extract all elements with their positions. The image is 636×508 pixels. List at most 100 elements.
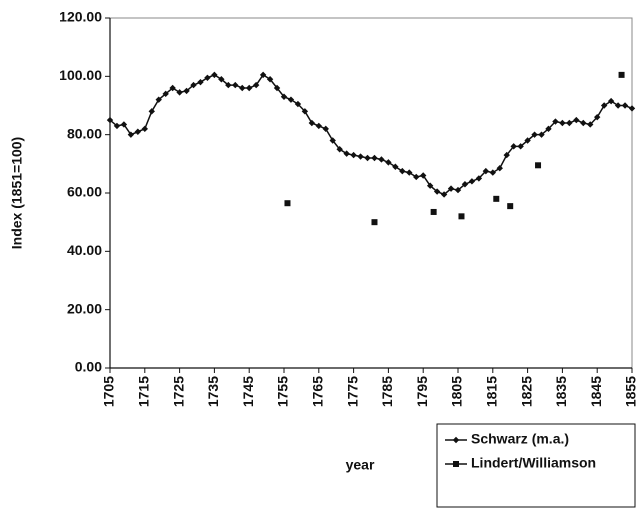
series-line	[109, 73, 633, 196]
x-tick-label: 1825	[518, 376, 534, 407]
data-point	[493, 195, 500, 202]
data-point	[148, 108, 155, 115]
x-tick-label: 1845	[588, 376, 604, 407]
data-point	[343, 150, 350, 157]
data-point	[600, 102, 608, 109]
data-point	[204, 74, 211, 81]
x-axis-label: year	[346, 457, 375, 473]
data-point	[113, 122, 121, 130]
data-point	[468, 178, 476, 185]
data-point	[364, 154, 371, 162]
data-point	[357, 153, 364, 160]
x-tick-label: 1725	[170, 376, 186, 407]
x-tick-label: 1835	[553, 376, 569, 407]
data-point	[433, 188, 441, 195]
data-point	[587, 121, 594, 128]
data-point	[252, 81, 260, 89]
data-point	[454, 186, 462, 194]
data-point	[183, 87, 190, 95]
data-point	[134, 128, 142, 135]
legend-label: Lindert/Williamson	[471, 455, 596, 471]
data-point	[284, 200, 291, 207]
y-tick-label: 40.00	[67, 242, 102, 258]
data-point	[371, 154, 378, 162]
data-point	[507, 203, 514, 210]
data-point	[475, 175, 483, 182]
data-point	[618, 71, 625, 78]
data-point	[406, 169, 413, 176]
data-point	[259, 71, 267, 79]
data-point	[266, 76, 274, 83]
data-point	[538, 131, 545, 138]
data-point	[211, 71, 218, 79]
data-point	[106, 116, 114, 124]
data-point	[524, 137, 531, 144]
data-point	[535, 162, 542, 169]
data-point	[301, 108, 309, 115]
x-tick-label: 1745	[240, 376, 256, 407]
legend-box	[436, 423, 636, 508]
data-point	[315, 122, 322, 130]
data-point	[430, 208, 437, 215]
data-point	[371, 219, 378, 226]
data-point	[580, 119, 587, 127]
y-tick-label: 60.00	[67, 184, 102, 200]
legend-marker	[452, 436, 460, 444]
x-tick-label: 1775	[344, 376, 360, 407]
data-point	[162, 90, 169, 98]
data-point	[232, 81, 239, 89]
data-point	[155, 96, 162, 103]
data-point	[566, 119, 573, 127]
data-point	[197, 78, 204, 86]
data-point	[385, 159, 392, 166]
x-tick-label: 1705	[101, 376, 117, 407]
x-tick-label: 1815	[484, 376, 500, 407]
data-point	[399, 167, 406, 175]
x-tick-label: 1715	[136, 376, 152, 407]
data-point	[350, 151, 357, 159]
y-tick-label: 120.00	[59, 9, 102, 25]
y-tick-label: 80.00	[67, 125, 102, 141]
data-point	[552, 118, 559, 125]
plot-area	[109, 17, 633, 369]
x-tick-label: 1795	[414, 376, 430, 407]
data-point	[517, 143, 524, 150]
data-point	[503, 151, 510, 159]
data-point	[127, 131, 135, 138]
data-point	[614, 102, 622, 109]
y-tick-label: 100.00	[59, 67, 102, 83]
data-point	[225, 81, 232, 89]
data-point	[218, 76, 225, 83]
data-point	[573, 116, 580, 124]
data-point	[239, 84, 246, 92]
x-tick-label: 1735	[205, 376, 221, 407]
data-point	[287, 96, 295, 103]
x-tick-label: 1755	[275, 376, 291, 407]
data-point	[531, 131, 538, 138]
data-point	[420, 172, 427, 179]
data-point	[607, 97, 615, 105]
data-point	[120, 121, 128, 128]
data-point	[176, 89, 183, 96]
data-point	[447, 185, 455, 192]
y-tick-label: 20.00	[67, 300, 102, 316]
data-point	[392, 163, 399, 170]
data-point	[628, 105, 636, 112]
data-point	[190, 81, 197, 89]
data-point	[378, 156, 385, 163]
data-point	[496, 165, 503, 172]
data-point	[308, 119, 316, 127]
data-point	[458, 213, 465, 220]
x-tick-label: 1765	[310, 376, 326, 407]
data-point	[413, 173, 420, 181]
data-point	[280, 93, 288, 100]
data-point	[336, 146, 343, 153]
data-point	[169, 84, 176, 92]
data-point	[482, 167, 490, 175]
data-point	[461, 181, 469, 188]
data-point	[322, 125, 329, 133]
data-point	[273, 84, 281, 92]
data-point	[545, 125, 552, 133]
data-point	[426, 182, 434, 189]
